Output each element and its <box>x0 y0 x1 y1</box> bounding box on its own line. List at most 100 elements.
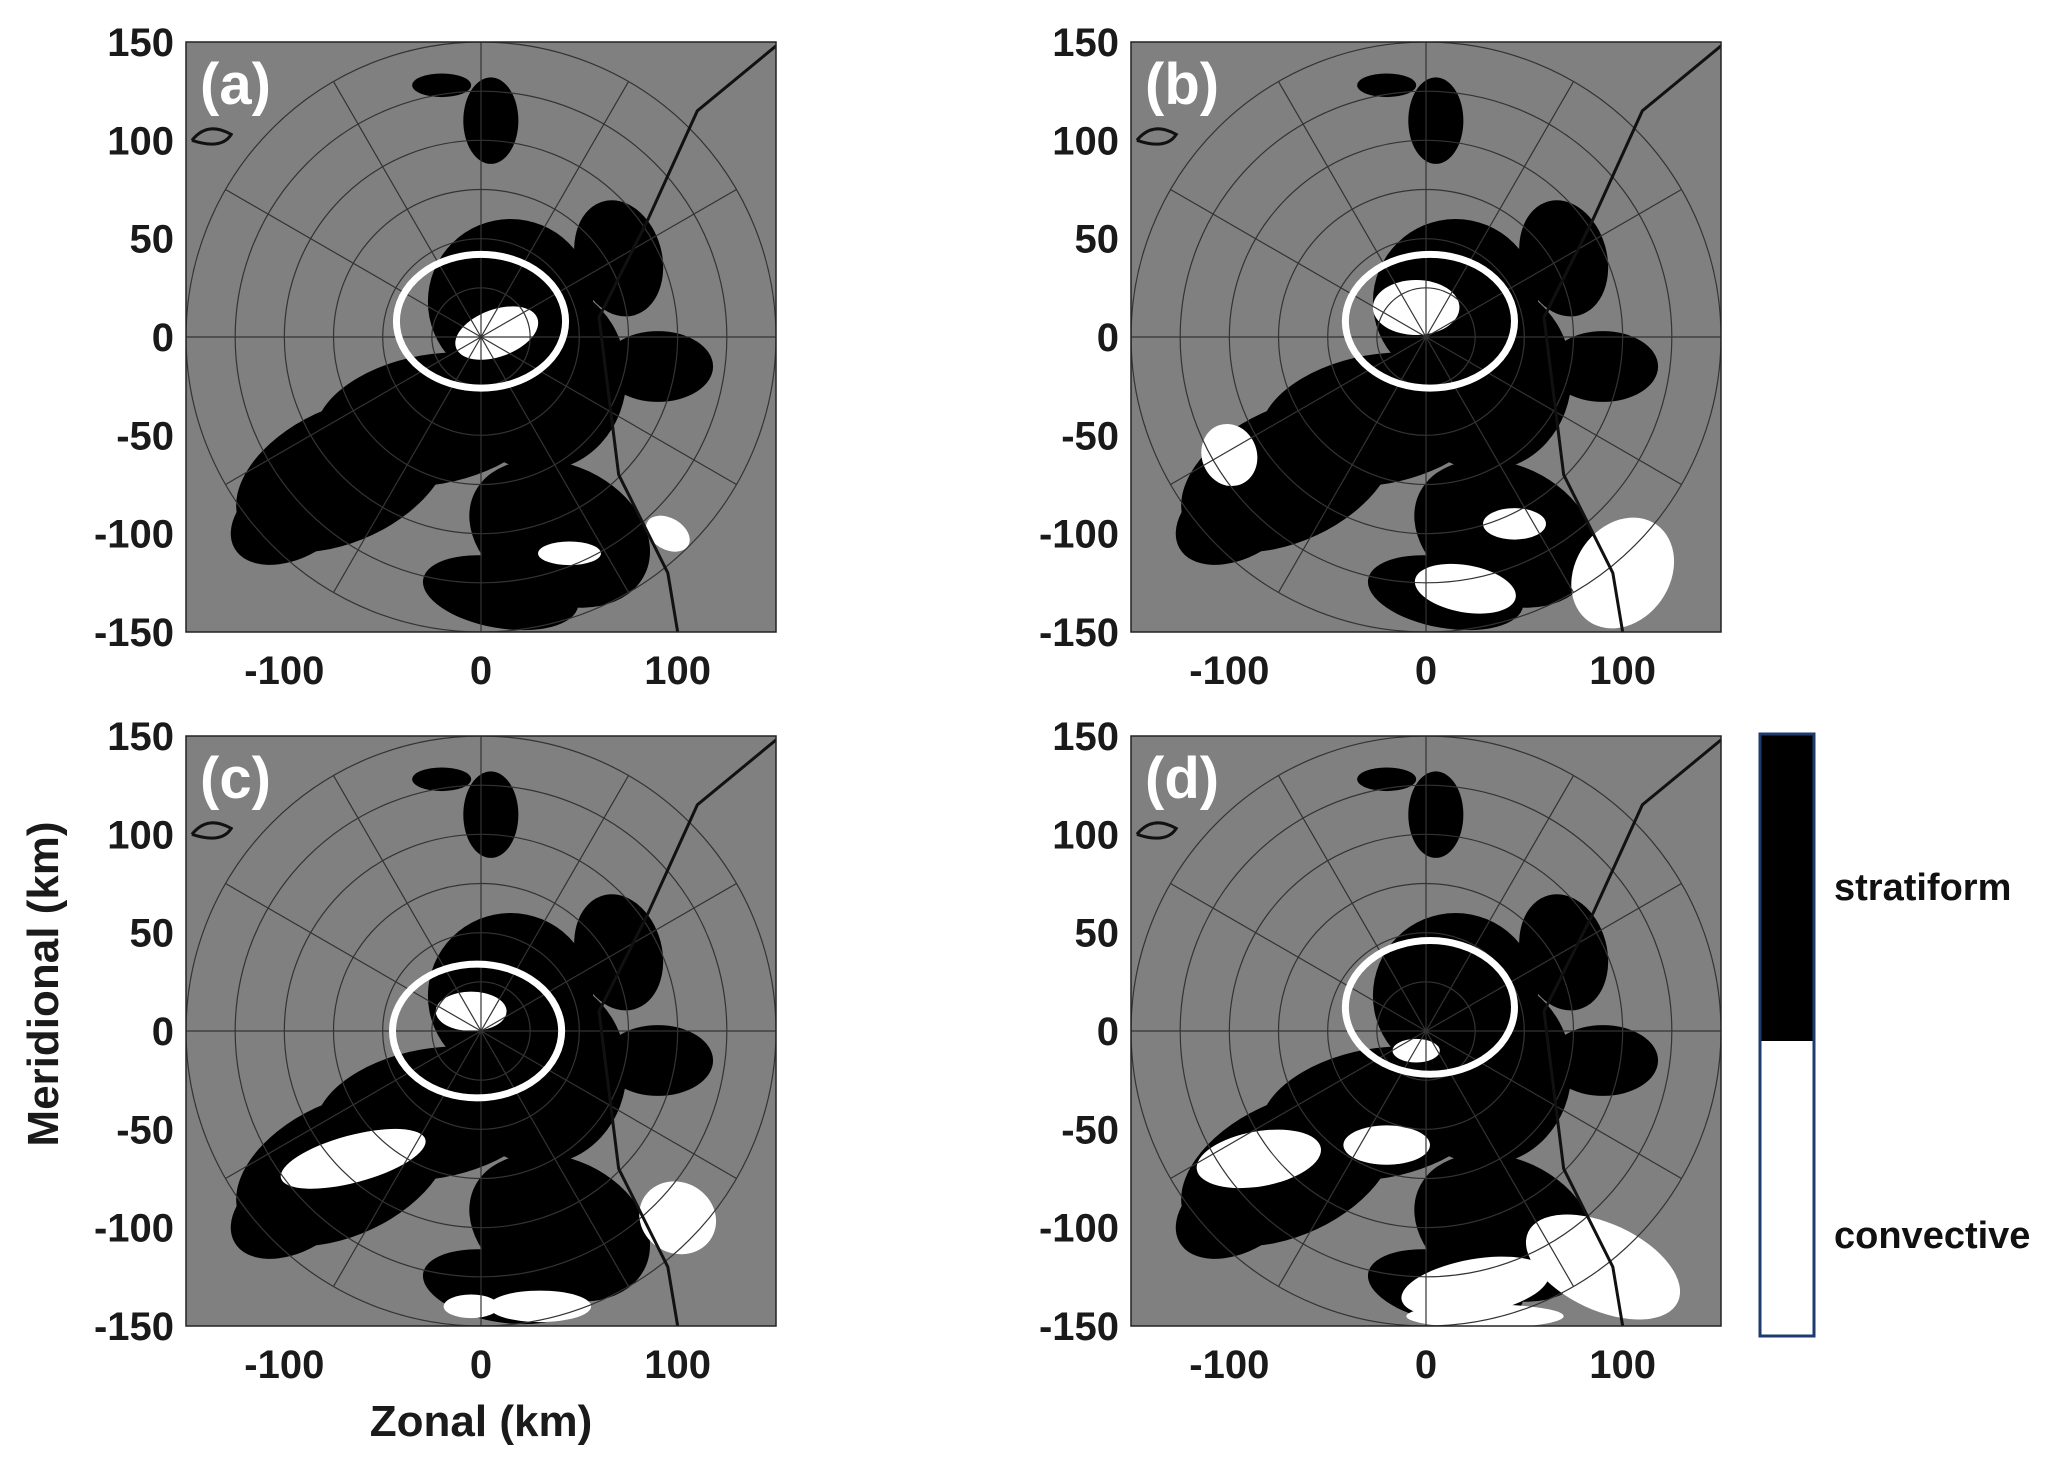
x-axis-title: Zonal (km) <box>370 1397 592 1446</box>
convective-echo <box>538 541 601 566</box>
azimuth-spoke <box>225 1030 482 1180</box>
convective-echo <box>1343 1125 1430 1165</box>
convective-echo <box>1483 508 1546 540</box>
azimuth-spoke <box>1277 775 1427 1032</box>
y-tick-label: -150 <box>94 1305 174 1349</box>
coastline-path <box>597 738 776 1326</box>
y-tick-label: 100 <box>1052 813 1119 857</box>
y-tick-label: 150 <box>107 21 174 65</box>
panel-label: (a) <box>200 52 271 117</box>
island-outline <box>190 821 234 840</box>
x-tick-label: 0 <box>1415 1343 1437 1387</box>
convective-echo <box>1372 279 1460 336</box>
panel-label: (b) <box>1145 52 1219 117</box>
y-tick-label: 150 <box>1052 21 1119 65</box>
convective-echoes <box>1201 279 1675 629</box>
stratiform-echo <box>1408 77 1464 164</box>
legend-label-stratiform: stratiform <box>1834 867 2011 909</box>
panel-frame <box>185 735 777 1327</box>
azimuth-spoke <box>480 81 630 338</box>
island-outline <box>1135 127 1179 146</box>
stratiform-echo <box>422 555 579 631</box>
island-outline <box>1135 821 1179 840</box>
x-tick-label: -100 <box>1189 1343 1269 1387</box>
convective-echo <box>435 991 507 1031</box>
azimuth-spoke <box>332 81 482 338</box>
highlight-ellipse <box>1341 937 1519 1078</box>
convective-echo <box>280 1128 426 1189</box>
x-tick-label: 100 <box>1589 1343 1656 1387</box>
x-tick-label: 0 <box>1415 649 1437 693</box>
x-tick-label: -100 <box>244 1343 324 1387</box>
x-tick-label: 100 <box>1589 649 1656 693</box>
y-tick-label: 0 <box>1097 316 1119 360</box>
y-tick-label: 50 <box>130 218 175 262</box>
azimuth-spoke <box>480 775 630 1032</box>
radar-panel-c: (c) 150 100 50 0 -50 -100 -150 -100 0 100 <box>94 715 777 1387</box>
y-tick-label: 50 <box>1075 218 1120 262</box>
convective-echo <box>1406 1304 1564 1326</box>
stratiform-echo <box>1547 331 1659 402</box>
panel-frame <box>1130 735 1722 1327</box>
convective-echo <box>488 1290 592 1323</box>
azimuth-spoke <box>1277 336 1427 593</box>
radar-panel-b: (b) 150 100 50 0 -50 -100 -150 -100 0 100 <box>1039 21 1722 693</box>
stratiform-echo <box>602 1025 714 1096</box>
y-tick-label: -50 <box>116 1108 174 1152</box>
convective-echo <box>1201 423 1258 487</box>
coastline-path <box>597 44 776 632</box>
convective-echo <box>443 1294 499 1319</box>
stratiform-echo <box>1357 767 1417 792</box>
y-tick-label: 50 <box>130 912 175 956</box>
x-tick-label: -100 <box>244 649 324 693</box>
azimuth-spoke <box>225 336 482 486</box>
y-tick-label: 0 <box>152 316 174 360</box>
legend-label-convective: convective <box>1834 1215 2030 1257</box>
azimuth-spoke <box>480 188 737 338</box>
y-tick-label: -100 <box>94 1207 174 1251</box>
azimuth-spoke <box>1425 882 1682 1032</box>
convective-echo <box>1401 1256 1549 1317</box>
azimuth-spoke <box>1277 81 1427 338</box>
stratiform-echo <box>574 200 664 317</box>
x-tick-label: -100 <box>1189 649 1269 693</box>
azimuth-spoke <box>1425 336 1575 593</box>
azimuth-spoke <box>332 336 482 593</box>
radar-panel-d: (d) 150 100 50 0 -50 -100 -150 -100 0 100 <box>1039 715 1722 1387</box>
x-tick-label: 100 <box>644 1343 711 1387</box>
radar-panel-a: (a) 150 100 50 0 -50 -100 -150 -100 0 100 <box>94 21 777 693</box>
panel-frame <box>185 41 777 633</box>
class-legend: stratiform convective <box>1758 732 2030 1338</box>
stratiform-echo <box>1519 200 1609 317</box>
highlight-ellipse <box>392 250 570 392</box>
azimuth-spoke <box>225 188 482 338</box>
stratiform-echo <box>1398 975 1572 1165</box>
y-tick-label: -50 <box>1061 1108 1119 1152</box>
azimuth-spoke <box>480 1030 630 1287</box>
x-tick-label: 100 <box>644 649 711 693</box>
azimuth-spoke <box>1170 336 1427 486</box>
stratiform-echo <box>1175 463 1303 565</box>
legend-swatch-stratiform <box>1760 734 1814 1041</box>
stratiform-echo <box>1547 1025 1659 1096</box>
y-tick-label: -100 <box>1039 513 1119 557</box>
island-outline <box>190 127 234 146</box>
coastline-path <box>1542 738 1721 1326</box>
azimuth-spoke <box>1425 1030 1682 1180</box>
panel-frame <box>1130 41 1722 633</box>
panel-clip-group <box>186 736 776 1326</box>
azimuth-spoke <box>332 775 482 1032</box>
x-tick-label: 0 <box>470 649 492 693</box>
y-tick-label: 150 <box>1052 715 1119 759</box>
stratiform-echo <box>412 767 472 792</box>
y-tick-label: -150 <box>94 611 174 655</box>
panels-layer: (a) 150 100 50 0 -50 -100 -150 -100 0 100 (b) 150 100… <box>94 21 1722 1387</box>
panel-clip-group <box>1131 736 1721 1326</box>
stratiform-echo <box>412 73 472 98</box>
convective-echo <box>639 1181 717 1255</box>
panel-label: (d) <box>1145 746 1219 811</box>
y-tick-label: 100 <box>107 119 174 163</box>
legend-colorbar-border <box>1758 732 1816 1338</box>
azimuth-spoke <box>225 882 482 1032</box>
y-tick-label: -50 <box>1061 414 1119 458</box>
